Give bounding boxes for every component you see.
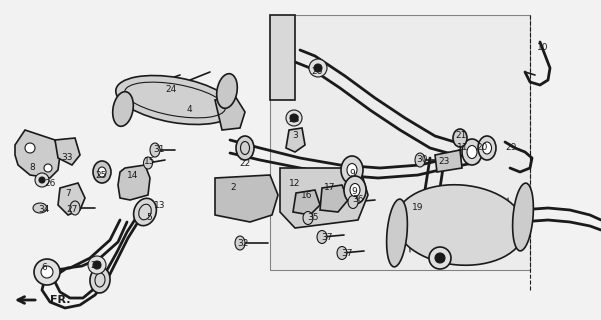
Text: 34: 34 <box>38 205 50 214</box>
Polygon shape <box>55 138 80 165</box>
Circle shape <box>35 173 49 187</box>
Text: 21: 21 <box>456 132 467 140</box>
Circle shape <box>435 253 445 263</box>
Text: 32: 32 <box>237 238 249 247</box>
Text: 4: 4 <box>186 105 192 114</box>
Ellipse shape <box>415 153 425 167</box>
Text: 7: 7 <box>65 188 71 197</box>
Text: FR.: FR. <box>50 295 70 305</box>
Circle shape <box>93 261 101 269</box>
Circle shape <box>290 114 298 122</box>
Ellipse shape <box>467 146 477 158</box>
Text: 36: 36 <box>352 196 364 204</box>
Text: 33: 33 <box>61 154 73 163</box>
Text: 27: 27 <box>66 205 78 214</box>
Ellipse shape <box>93 161 111 183</box>
Text: 22: 22 <box>239 158 251 167</box>
Text: 37: 37 <box>322 233 333 242</box>
Text: 2: 2 <box>230 183 236 193</box>
Circle shape <box>25 143 35 153</box>
Ellipse shape <box>462 139 482 165</box>
Ellipse shape <box>33 203 47 213</box>
Text: 23: 23 <box>438 156 450 165</box>
Circle shape <box>44 164 52 172</box>
Text: 6: 6 <box>41 263 47 273</box>
Ellipse shape <box>144 157 153 169</box>
Text: 17: 17 <box>325 183 336 193</box>
Text: 20: 20 <box>477 143 487 153</box>
Text: 30: 30 <box>416 156 428 164</box>
Ellipse shape <box>395 185 525 265</box>
Text: 9: 9 <box>349 169 355 178</box>
Ellipse shape <box>150 143 160 157</box>
Ellipse shape <box>344 176 366 204</box>
Circle shape <box>41 266 53 278</box>
Ellipse shape <box>235 236 245 250</box>
Text: 8: 8 <box>29 164 35 172</box>
Text: 26: 26 <box>44 179 56 188</box>
Text: 35: 35 <box>307 212 319 221</box>
Ellipse shape <box>337 246 347 260</box>
Text: 26: 26 <box>311 68 323 76</box>
Polygon shape <box>270 15 530 270</box>
Text: 16: 16 <box>301 190 313 199</box>
Ellipse shape <box>116 76 234 124</box>
Ellipse shape <box>478 136 496 160</box>
Circle shape <box>88 256 106 274</box>
Ellipse shape <box>348 196 358 209</box>
Text: 37: 37 <box>341 249 353 258</box>
Polygon shape <box>58 183 85 215</box>
Text: 19: 19 <box>412 203 424 212</box>
Text: 14: 14 <box>127 171 139 180</box>
Ellipse shape <box>217 74 237 108</box>
Ellipse shape <box>70 201 80 215</box>
Text: 28: 28 <box>90 260 102 269</box>
Text: 15: 15 <box>144 156 156 165</box>
Text: 11: 11 <box>457 143 469 153</box>
Ellipse shape <box>386 199 407 267</box>
Ellipse shape <box>453 129 467 147</box>
Text: 3: 3 <box>292 131 298 140</box>
Text: 10: 10 <box>537 44 549 52</box>
Text: 28: 28 <box>288 116 300 124</box>
Ellipse shape <box>113 92 133 126</box>
Text: 29: 29 <box>505 143 517 153</box>
Ellipse shape <box>483 142 492 154</box>
Circle shape <box>314 64 322 72</box>
Ellipse shape <box>347 164 357 177</box>
Circle shape <box>286 110 302 126</box>
Text: 5: 5 <box>146 213 152 222</box>
Polygon shape <box>286 128 305 152</box>
Text: 25: 25 <box>96 171 107 180</box>
Text: 31: 31 <box>153 146 165 155</box>
Polygon shape <box>15 130 60 178</box>
Text: 13: 13 <box>154 201 166 210</box>
Ellipse shape <box>350 183 360 196</box>
Polygon shape <box>215 96 245 130</box>
Ellipse shape <box>317 230 327 244</box>
Ellipse shape <box>236 136 254 160</box>
Ellipse shape <box>133 198 156 226</box>
Text: 18: 18 <box>435 255 447 265</box>
Ellipse shape <box>513 183 534 251</box>
Polygon shape <box>320 185 348 212</box>
Circle shape <box>34 259 60 285</box>
Polygon shape <box>293 190 320 215</box>
Polygon shape <box>118 165 150 200</box>
Polygon shape <box>215 175 278 222</box>
Polygon shape <box>280 168 368 228</box>
Circle shape <box>309 59 327 77</box>
Ellipse shape <box>90 267 110 293</box>
Polygon shape <box>435 150 462 172</box>
Ellipse shape <box>341 156 363 184</box>
Circle shape <box>39 177 45 183</box>
Polygon shape <box>270 15 295 100</box>
Ellipse shape <box>98 167 106 177</box>
Ellipse shape <box>303 212 313 225</box>
Circle shape <box>429 247 451 269</box>
Text: 9: 9 <box>351 187 357 196</box>
Text: 12: 12 <box>289 179 300 188</box>
Text: 24: 24 <box>165 85 177 94</box>
